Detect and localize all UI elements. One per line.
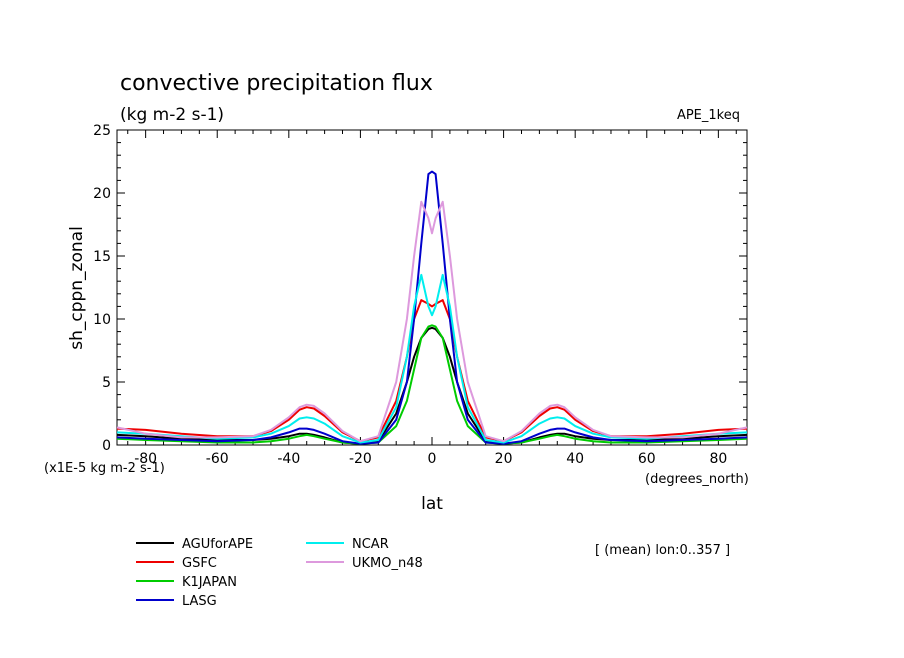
plot-area: -80 -60 -40 -20 0 20 40 60 80 0 5 10 15 20 25 [93,123,748,467]
y-tick-label: 15 [93,249,111,265]
tick-labels: -80 -60 -40 -20 0 20 40 60 80 0 5 10 15 20 25 [93,123,727,467]
x-tick-label: -40 [277,451,300,467]
axis-ticks [117,129,747,446]
x-units-label: (degrees_north) [645,472,749,487]
series-line-ukmo_n48 [116,200,748,443]
x-tick-label: 0 [428,451,437,467]
x-tick-label: 40 [566,451,584,467]
series-line-gsfc [116,299,748,443]
legend-label-aguforape: AGUforAPE [182,537,253,552]
chart-title: convective precipitation flux [120,71,433,96]
units-label: (kg m-2 s-1) [120,105,224,125]
legend-label-ncar: NCAR [352,537,389,552]
legend-label-lasg: LASG [182,594,217,609]
x-tick-label: 20 [495,451,513,467]
series-line-lasg [116,170,748,445]
averaging-note: [ (mean) lon:0..357 ] [595,543,730,558]
y-tick-label: 0 [102,438,111,454]
x-tick-label: -60 [206,451,229,467]
scale-note: (x1E-5 kg m-2 s-1) [44,461,165,476]
legend-label-ukmo_n48: UKMO_n48 [352,556,423,571]
legend-label-gsfc: GSFC [182,556,217,571]
x-tick-label: 80 [709,451,727,467]
series-line-k1japan [116,324,748,445]
y-tick-label: 20 [93,186,111,202]
experiment-label: APE_1keq [677,108,740,123]
plot-frame [116,129,748,446]
y-axis-label: sh_cppn_zonal [67,226,87,350]
series-line-ncar [116,273,748,444]
x-tick-label: 60 [638,451,656,467]
y-tick-label: 25 [93,123,111,139]
series-lines [116,170,748,445]
legend: AGUforAPE GSFC K1JAPAN LASG NCAR UKMO_n48 [136,537,423,609]
x-axis-label: lat [421,494,443,514]
legend-label-k1japan: K1JAPAN [182,575,237,590]
y-tick-label: 10 [93,312,111,328]
x-tick-label: -80 [134,451,157,467]
x-tick-label: -20 [349,451,372,467]
y-tick-label: 5 [102,375,111,391]
series-line-aguforape [116,326,748,445]
